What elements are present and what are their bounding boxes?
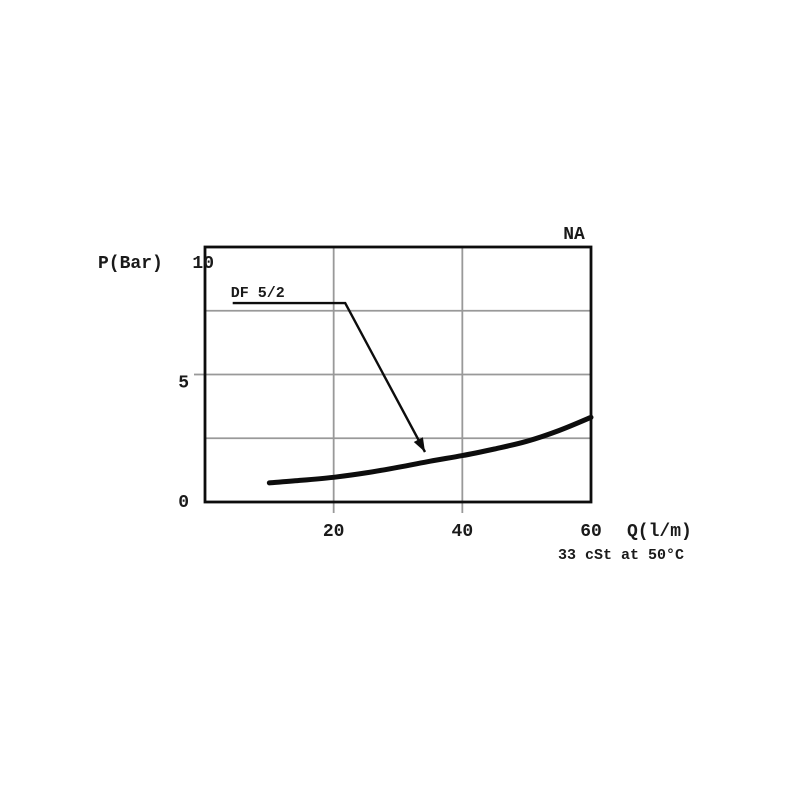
viscosity-note: 33 cSt at 50°C: [558, 547, 684, 564]
x-axis-label: Q(l/m): [627, 522, 692, 542]
callout-arrowhead-icon: [413, 437, 425, 452]
x-tick-label: 40: [452, 522, 474, 542]
x-tick-labels: 20 40 60: [323, 522, 602, 542]
y-tick-labels: 0 5 10: [178, 254, 214, 513]
x-tick-label: 60: [580, 522, 602, 542]
df-5-2-curve: [266, 414, 594, 486]
y-tick-label: 5: [178, 374, 189, 394]
corner-label-na: NA: [563, 225, 585, 245]
y-axis-label: P(Bar): [98, 254, 163, 274]
y-tick-label: 10: [192, 254, 214, 274]
callout-arrow-line: [232, 301, 427, 453]
plot-area: [203, 245, 593, 504]
gridlines: [194, 247, 591, 513]
y-tick-label: 0: [178, 493, 189, 513]
df-5-2-label: DF 5/2: [231, 285, 285, 302]
x-tick-label: 20: [323, 522, 345, 542]
df-5-2-callout: DF 5/2: [231, 285, 427, 453]
